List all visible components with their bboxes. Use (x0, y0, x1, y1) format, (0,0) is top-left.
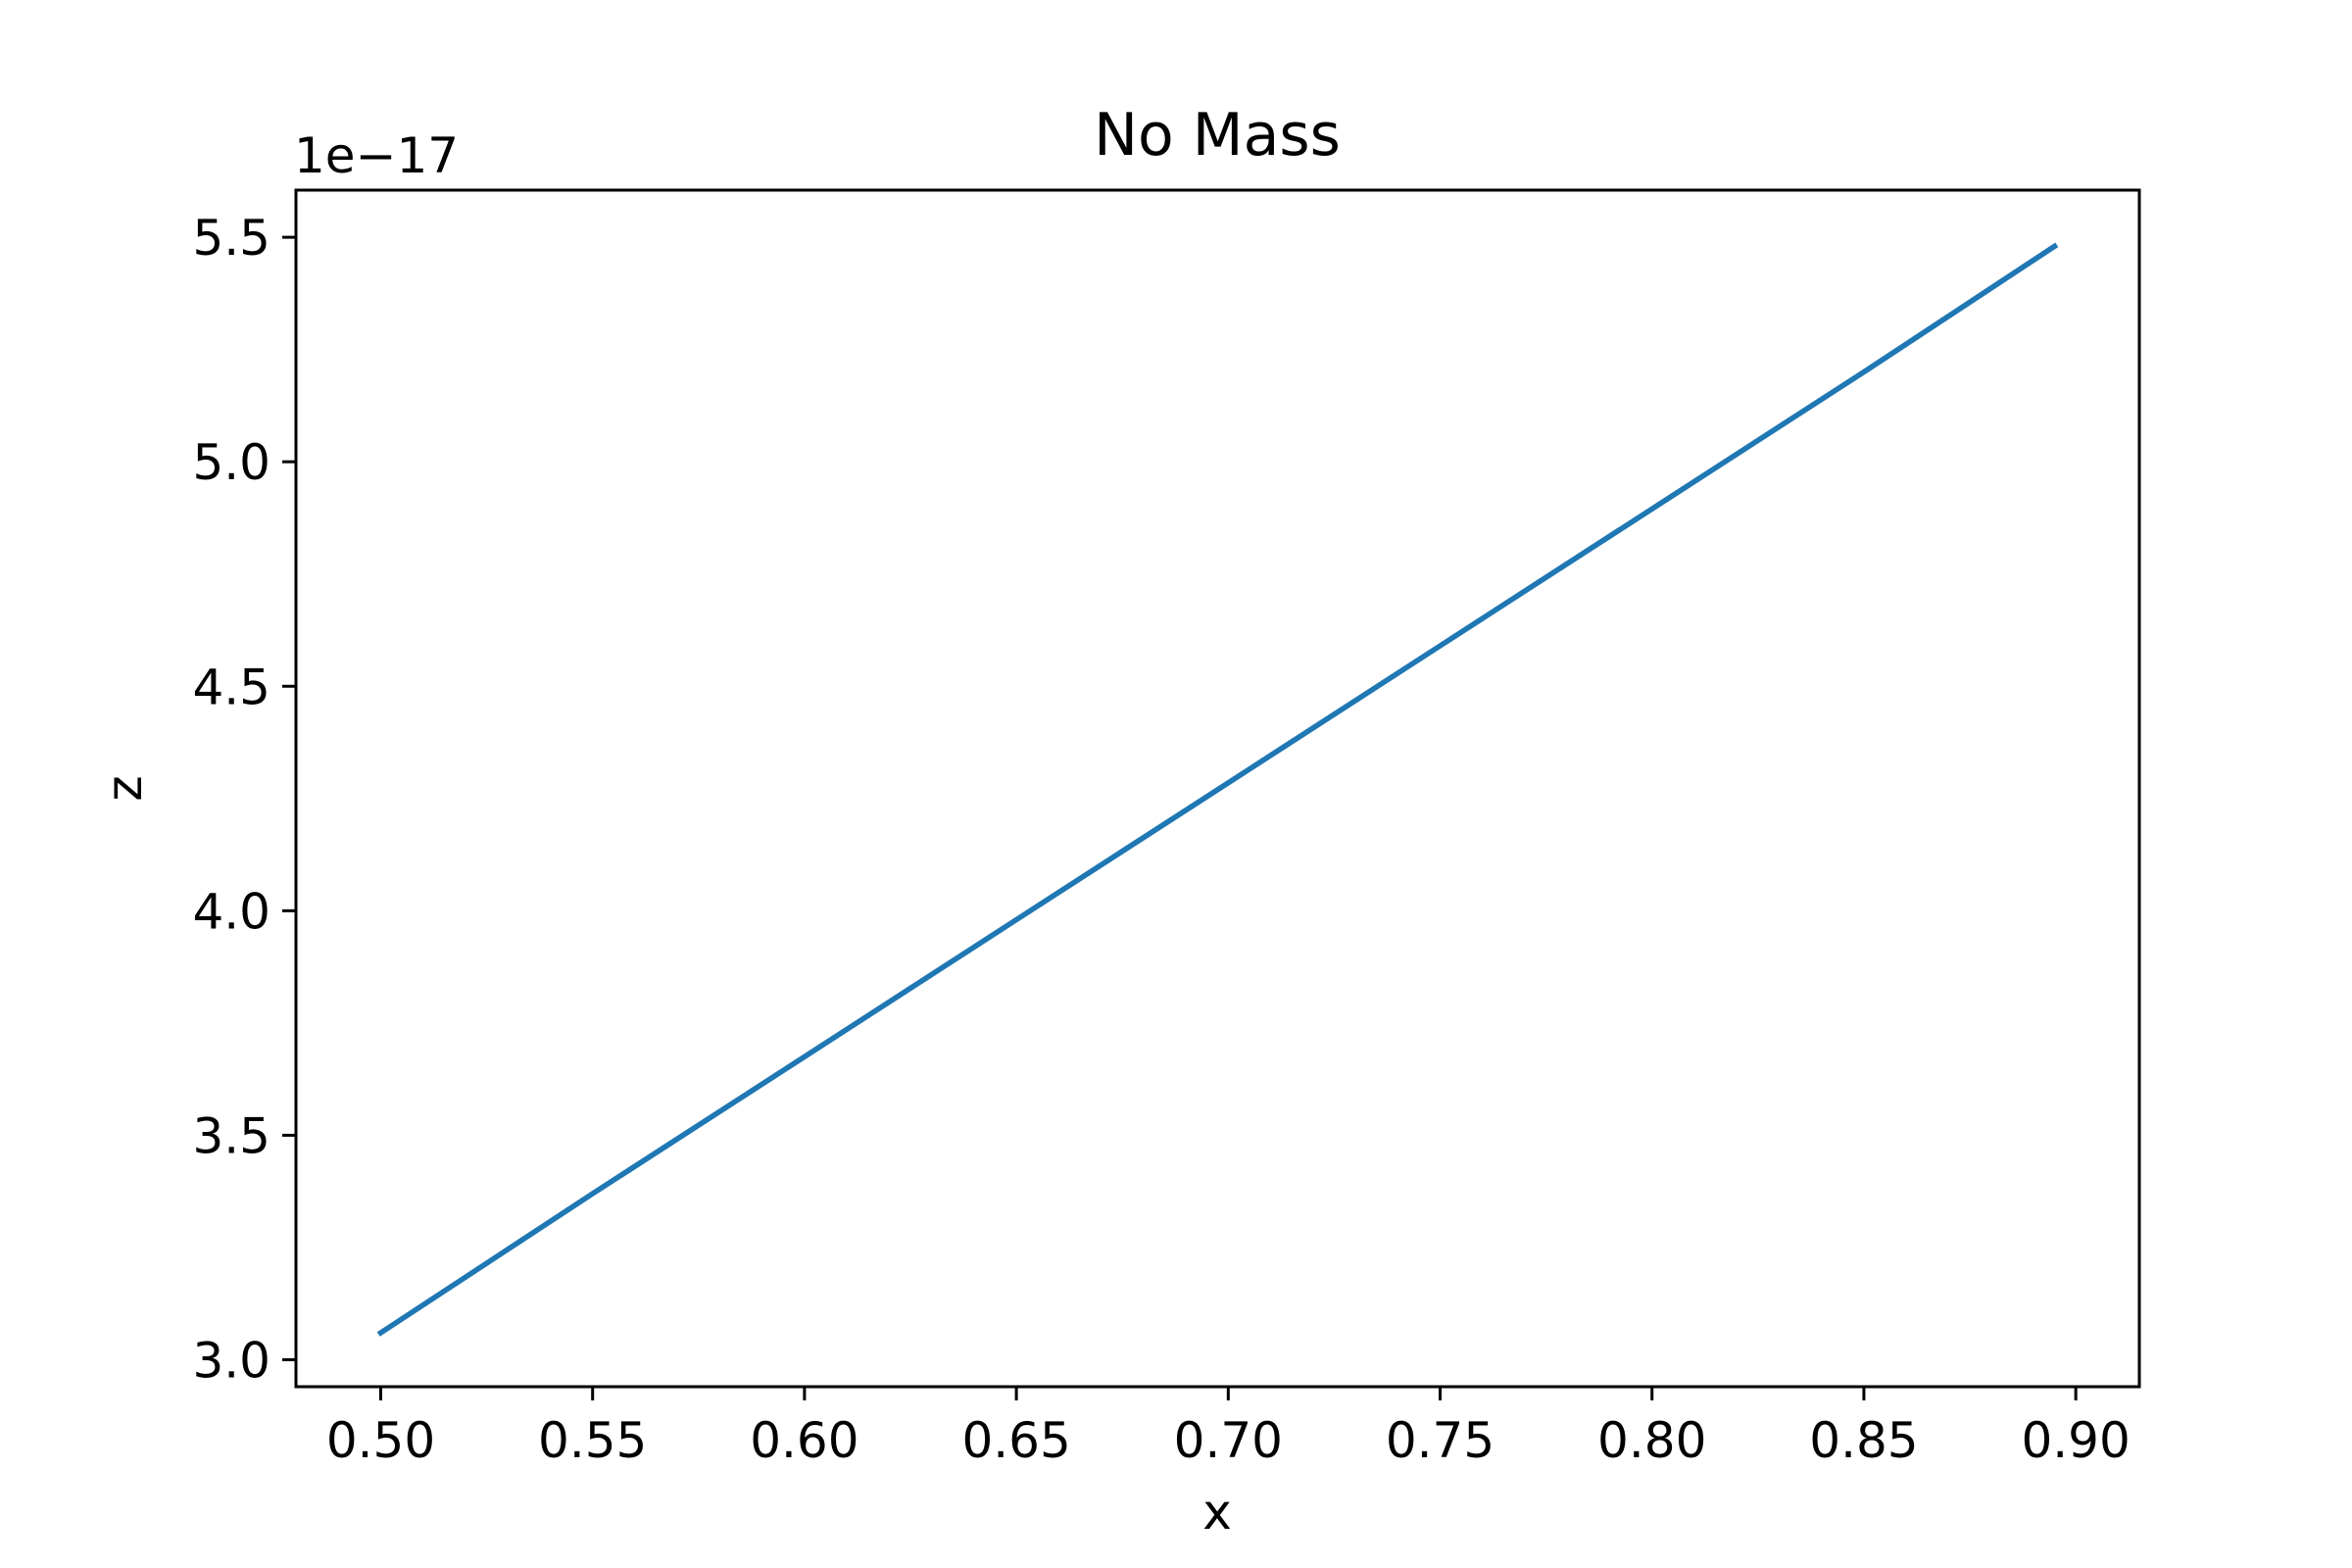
x-axis: 0.50 0.55 0.60 0.65 0.70 0.75 0.80 0.85 0.90 (326, 1387, 2131, 1469)
y-tick-label: 4.0 (192, 883, 270, 940)
y-axis: 3.0 3.5 4.0 4.5 5.0 5.5 (192, 210, 296, 1390)
y-offset-text: 1e−17 (294, 127, 459, 184)
series-line-0 (376, 242, 2059, 1337)
x-tick-label: 0.50 (326, 1412, 435, 1469)
chart-title: No Mass (1094, 101, 1341, 170)
x-tick-label: 0.85 (1809, 1412, 1918, 1469)
x-tick-label: 0.75 (1386, 1412, 1494, 1469)
y-axis-label: z (96, 775, 153, 801)
y-tick-label: 5.0 (192, 434, 270, 491)
x-axis-label: x (1202, 1484, 1232, 1541)
plot-area (294, 188, 2141, 1389)
y-tick-label: 4.5 (192, 659, 270, 715)
x-tick-label: 0.80 (1597, 1412, 1706, 1469)
x-tick-label: 0.60 (750, 1412, 858, 1469)
y-tick-label: 5.5 (192, 210, 270, 267)
x-tick-label: 0.55 (538, 1412, 647, 1469)
x-tick-label: 0.65 (961, 1412, 1070, 1469)
x-tick-label: 0.70 (1174, 1412, 1283, 1469)
x-tick-label: 0.90 (2021, 1412, 2130, 1469)
plot-frame (294, 188, 2141, 1389)
y-tick-label: 3.5 (192, 1107, 270, 1164)
y-tick-label: 3.0 (192, 1333, 270, 1390)
series-layer (376, 242, 2059, 1337)
